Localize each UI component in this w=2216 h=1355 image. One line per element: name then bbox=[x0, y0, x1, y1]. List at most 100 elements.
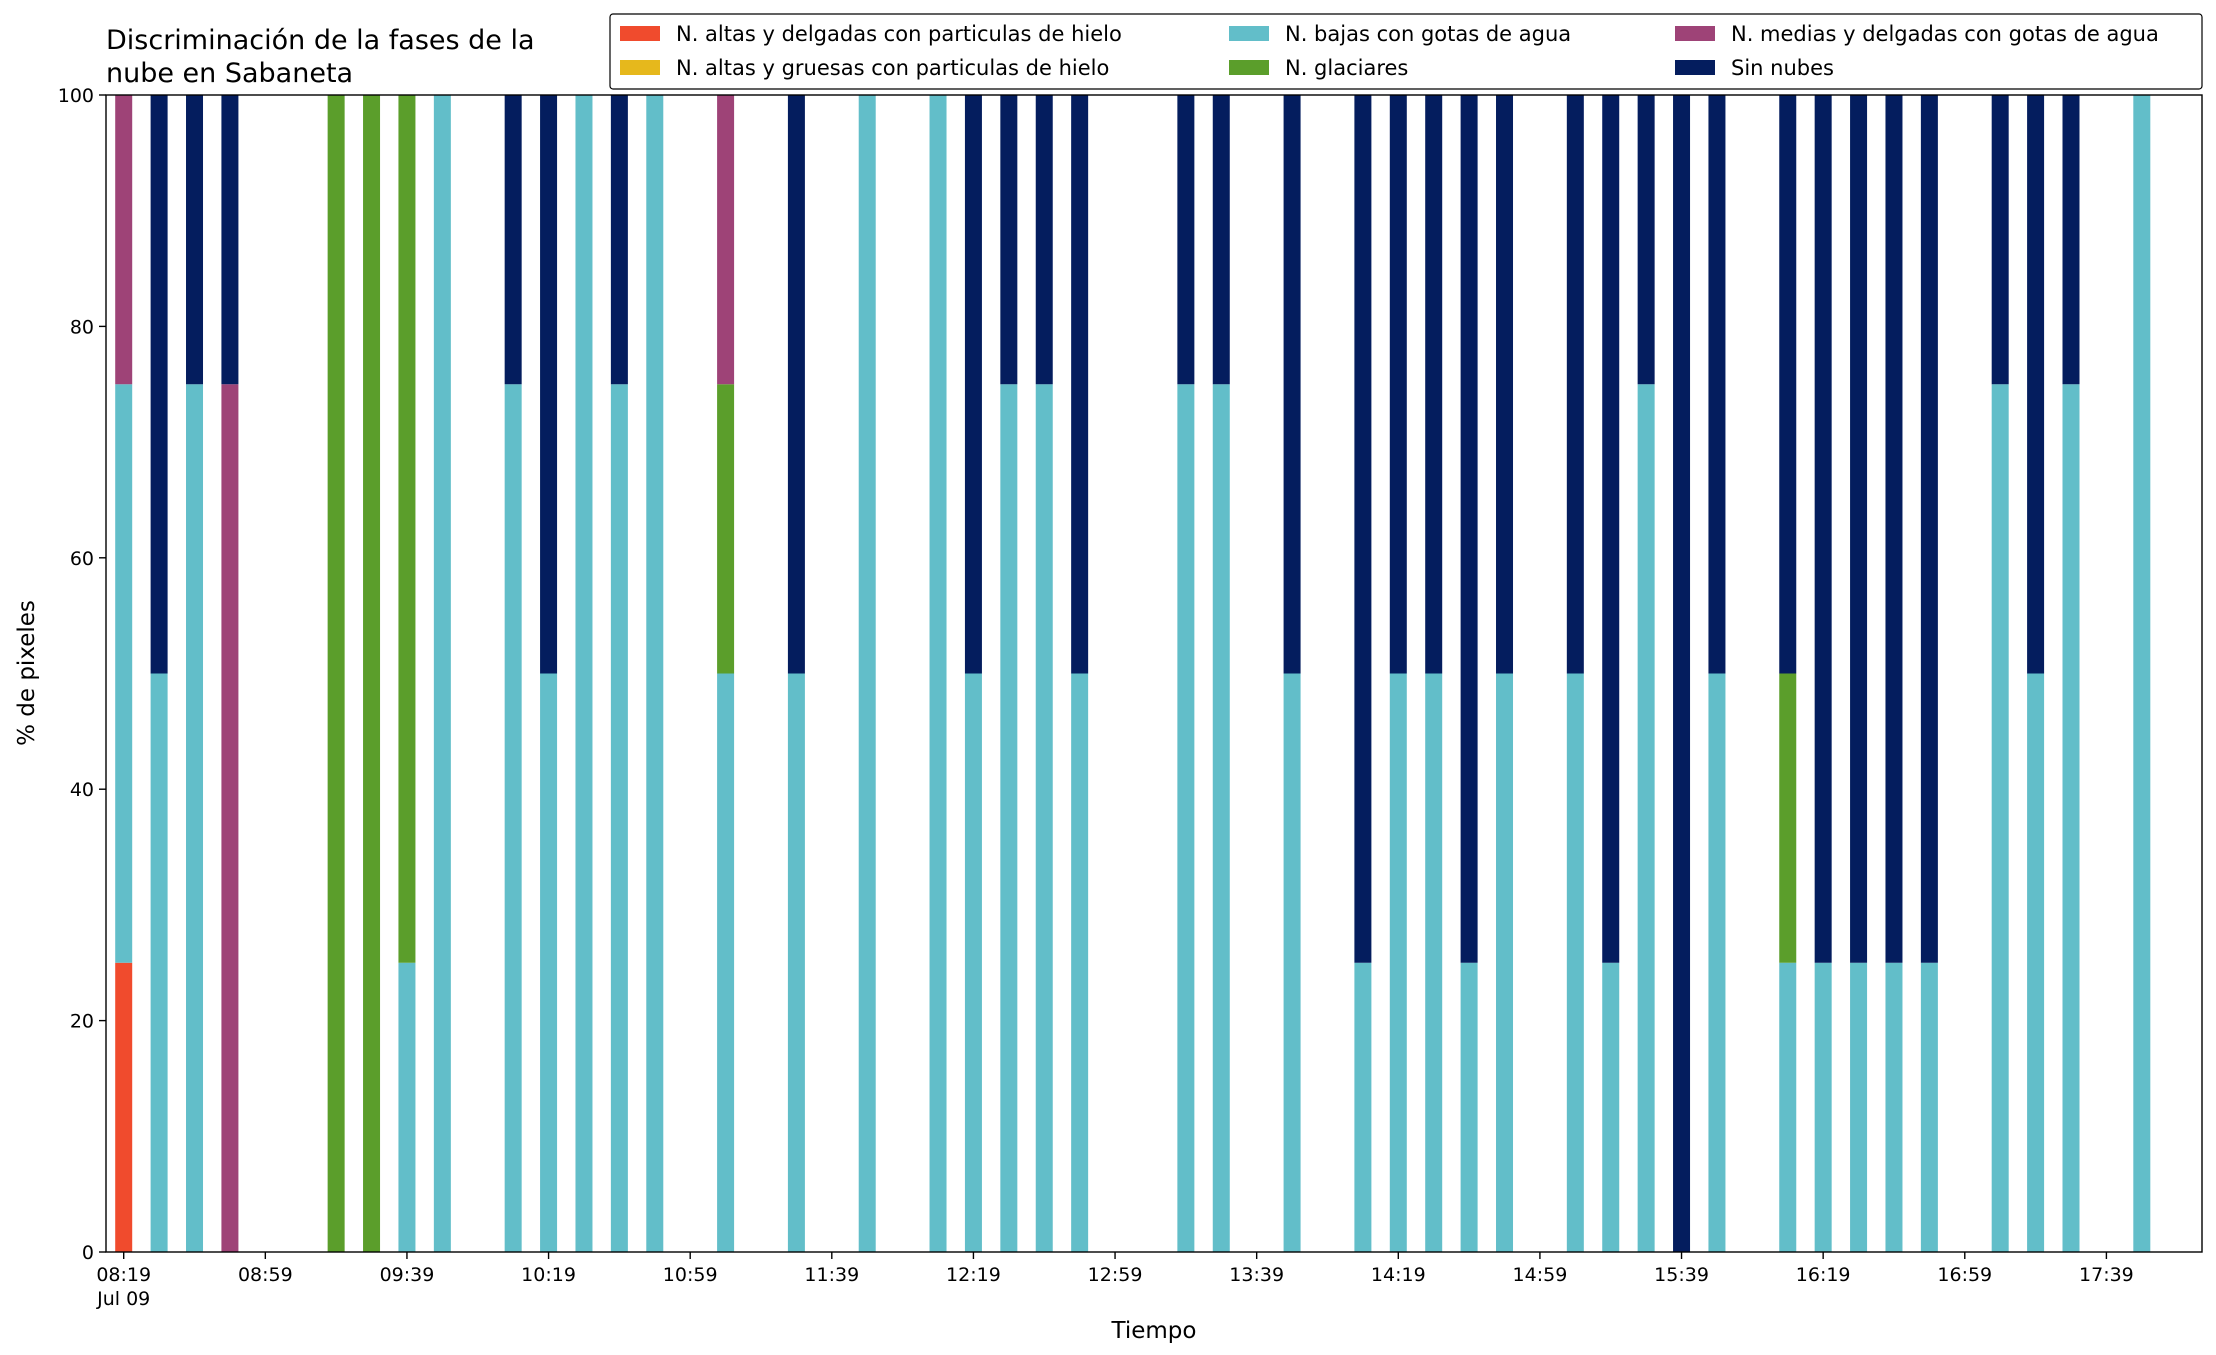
y-tick-label: 0 bbox=[82, 1242, 94, 1264]
bar-segment bbox=[1850, 962, 1868, 1252]
bar-segment bbox=[1035, 95, 1053, 385]
bar-segment bbox=[504, 95, 522, 385]
y-tick-label: 60 bbox=[70, 548, 94, 570]
bar-segment bbox=[1000, 384, 1018, 1252]
chart-title: nube en Sabaneta bbox=[106, 58, 353, 89]
x-tick-label: 10:19 bbox=[521, 1264, 576, 1286]
bar-segment bbox=[964, 673, 982, 1252]
legend-label: Sin nubes bbox=[1731, 56, 1834, 80]
x-axis-label: Tiempo bbox=[1111, 1318, 1197, 1344]
legend-swatch bbox=[620, 26, 660, 41]
bar-segment bbox=[1389, 95, 1407, 674]
bar-segment bbox=[1920, 962, 1938, 1252]
bar-segment bbox=[1991, 384, 2009, 1252]
bar-segment bbox=[717, 673, 735, 1252]
bar-segment bbox=[1283, 673, 1301, 1252]
x-tick-label: 17:39 bbox=[2079, 1264, 2134, 1286]
bar-segment bbox=[1177, 384, 1195, 1252]
bar-segment bbox=[540, 673, 558, 1252]
bar-segment bbox=[717, 95, 735, 385]
legend-label: N. glaciares bbox=[1285, 56, 1408, 80]
bar-segment bbox=[1814, 95, 1832, 963]
x-tick-label: 13:39 bbox=[1229, 1264, 1284, 1286]
bar-segment bbox=[717, 384, 735, 674]
bar-segment bbox=[575, 95, 593, 1252]
x-tick-label: 08:59 bbox=[238, 1264, 293, 1286]
legend-swatch bbox=[620, 60, 660, 75]
bar-segment bbox=[1212, 384, 1230, 1252]
legend-label: N. altas y delgadas con particulas de hi… bbox=[676, 22, 1122, 46]
x-tick-label: 14:59 bbox=[1513, 1264, 1568, 1286]
legend-label: N. medias y delgadas con gotas de agua bbox=[1731, 22, 2159, 46]
x-tick-label: 16:59 bbox=[1937, 1264, 1992, 1286]
bar-segment bbox=[115, 95, 133, 385]
bar-segment bbox=[1566, 95, 1584, 674]
bar-segment bbox=[398, 95, 416, 963]
x-tick-label: 12:19 bbox=[946, 1264, 1001, 1286]
bar-segment bbox=[1460, 95, 1478, 963]
bar-segment bbox=[1779, 673, 1797, 963]
legend-label: N. bajas con gotas de agua bbox=[1285, 22, 1571, 46]
bar-segment bbox=[1389, 673, 1407, 1252]
bar-segment bbox=[1354, 962, 1372, 1252]
y-tick-label: 40 bbox=[70, 779, 94, 801]
x-tick-label: 08:19 Jul 09 bbox=[96, 1264, 151, 1310]
bar-segment bbox=[540, 95, 558, 674]
bar-segment bbox=[1283, 95, 1301, 674]
bar-segment bbox=[186, 384, 204, 1252]
bar-segment bbox=[646, 95, 664, 1252]
bar-segment bbox=[2133, 95, 2151, 1252]
bar-segment bbox=[115, 384, 133, 963]
bar-segment bbox=[1637, 95, 1655, 385]
y-tick-label: 100 bbox=[58, 85, 94, 107]
legend-swatch bbox=[1229, 26, 1269, 41]
bar-segment bbox=[1496, 95, 1514, 674]
bar-segment bbox=[2062, 95, 2080, 385]
bar-segment bbox=[610, 95, 628, 385]
bar-segment bbox=[1814, 962, 1832, 1252]
bar-segment bbox=[1779, 95, 1797, 674]
bar-segment bbox=[327, 95, 345, 1252]
bar-segment bbox=[1000, 95, 1018, 385]
x-tick-label: 10:59 bbox=[663, 1264, 718, 1286]
bar-segment bbox=[1885, 95, 1903, 963]
bar-segment bbox=[1602, 95, 1620, 963]
y-tick-label: 20 bbox=[70, 1011, 94, 1033]
legend bbox=[609, 13, 2203, 90]
bar-segment bbox=[1035, 384, 1053, 1252]
bar-segment bbox=[1460, 962, 1478, 1252]
bar-segment bbox=[787, 673, 805, 1252]
x-tick-label-line: 08:19 bbox=[96, 1264, 151, 1286]
bar-segment bbox=[221, 384, 239, 1252]
bar-segment bbox=[221, 95, 239, 385]
bar-segment bbox=[1850, 95, 1868, 963]
bar-segment bbox=[150, 95, 168, 674]
bar-segment bbox=[787, 95, 805, 674]
bar-segment bbox=[115, 962, 133, 1252]
bar-segment bbox=[1566, 673, 1584, 1252]
legend-swatch bbox=[1675, 26, 1715, 41]
x-tick-label: 09:39 bbox=[380, 1264, 435, 1286]
bar-segment bbox=[1212, 95, 1230, 385]
bar-segment bbox=[929, 95, 947, 1252]
chart-title: Discriminación de la fases de la bbox=[106, 25, 535, 56]
bar-segment bbox=[1425, 673, 1443, 1252]
bar-segment bbox=[186, 95, 204, 385]
x-tick-label: 14:19 bbox=[1371, 1264, 1426, 1286]
bar-segment bbox=[1673, 95, 1691, 1252]
y-tick-label: 80 bbox=[70, 316, 94, 338]
bar-segment bbox=[504, 384, 522, 1252]
bar-segment bbox=[363, 95, 381, 1252]
plot-frame bbox=[105, 94, 2203, 1253]
bar-segment bbox=[150, 673, 168, 1252]
bar-segment bbox=[1354, 95, 1372, 963]
x-tick-label-line: Jul 09 bbox=[96, 1288, 150, 1310]
x-tick-label: 11:39 bbox=[804, 1264, 859, 1286]
bar-segment bbox=[1177, 95, 1195, 385]
bar-segment bbox=[398, 962, 416, 1252]
bar-segment bbox=[2027, 95, 2045, 674]
bar-segment bbox=[1920, 95, 1938, 963]
x-tick-label: 15:39 bbox=[1654, 1264, 1709, 1286]
bar-segment bbox=[610, 384, 628, 1252]
